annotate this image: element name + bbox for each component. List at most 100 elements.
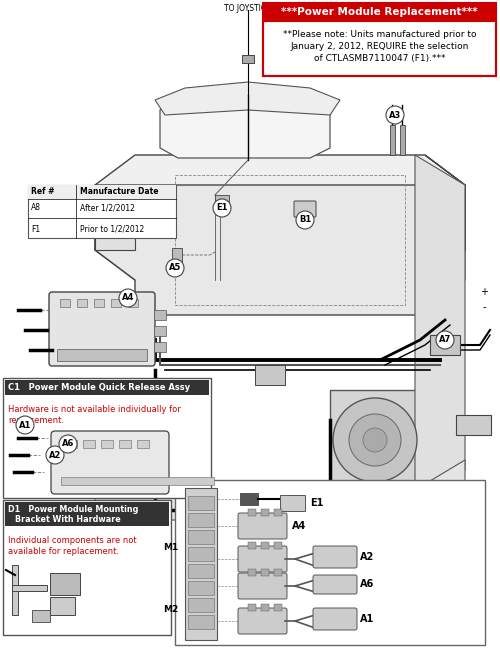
Bar [119, 440, 131, 448]
Text: -: - [482, 302, 486, 312]
Text: After 1/2/2012: After 1/2/2012 [80, 204, 135, 212]
Text: Hardware is not available individually for
replacement.: Hardware is not available individually f… [8, 405, 181, 426]
FancyBboxPatch shape [294, 201, 316, 217]
Bar [175, 175, 405, 305]
Polygon shape [415, 155, 465, 490]
Bar [61, 477, 214, 485]
Text: A2: A2 [49, 451, 61, 460]
Text: E1: E1 [216, 204, 228, 212]
Circle shape [166, 259, 184, 277]
Text: Individual components are not
available for replacement.: Individual components are not available … [8, 536, 136, 556]
Polygon shape [160, 95, 330, 158]
Bar [263, 3, 496, 21]
Text: M1: M1 [163, 543, 178, 552]
Circle shape [59, 435, 77, 453]
Bar [400, 125, 405, 155]
FancyBboxPatch shape [238, 608, 287, 634]
Bar [50, 597, 75, 615]
Polygon shape [155, 82, 340, 115]
Bar [188, 547, 214, 561]
Bar [50, 573, 80, 595]
Bar [57, 349, 147, 361]
FancyBboxPatch shape [49, 292, 155, 366]
Bar [248, 569, 256, 576]
Text: +: + [480, 287, 488, 297]
Bar [32, 610, 50, 622]
Circle shape [386, 106, 404, 124]
Text: A1: A1 [19, 421, 31, 430]
Text: A8: A8 [31, 204, 41, 212]
Bar [12, 565, 18, 615]
Bar [128, 299, 138, 307]
FancyBboxPatch shape [238, 573, 287, 599]
Text: Manufacture Date: Manufacture Date [80, 187, 158, 197]
Bar [111, 299, 121, 307]
Bar [261, 569, 269, 576]
Bar [188, 615, 214, 629]
Text: A5: A5 [169, 264, 181, 272]
Circle shape [349, 414, 401, 466]
Bar [5, 502, 169, 526]
Bar [261, 604, 269, 611]
Bar [185, 488, 217, 640]
Bar [172, 248, 182, 266]
Polygon shape [95, 460, 465, 520]
Circle shape [333, 398, 417, 482]
Bar [188, 496, 214, 510]
Bar [261, 542, 269, 549]
Bar [240, 493, 258, 505]
Polygon shape [95, 185, 465, 315]
Circle shape [46, 446, 64, 464]
Text: A6: A6 [360, 579, 374, 589]
Bar [188, 581, 214, 595]
Bar [154, 310, 166, 320]
Bar [242, 55, 254, 63]
FancyBboxPatch shape [51, 431, 169, 494]
Bar [188, 530, 214, 544]
Bar [3, 378, 211, 498]
Text: A6: A6 [62, 439, 74, 449]
Bar [263, 21, 496, 76]
Text: D1   Power Module Mounting: D1 Power Module Mounting [8, 505, 138, 513]
Bar [261, 509, 269, 516]
FancyBboxPatch shape [313, 575, 357, 594]
Bar [274, 604, 282, 611]
Polygon shape [95, 185, 135, 250]
Bar [430, 335, 460, 355]
Bar [154, 342, 166, 352]
Text: C1   Power Module Quick Release Assy: C1 Power Module Quick Release Assy [8, 383, 190, 392]
Polygon shape [95, 155, 465, 280]
Bar [330, 390, 450, 490]
Text: Prior to 1/2/2012: Prior to 1/2/2012 [80, 225, 144, 234]
FancyBboxPatch shape [238, 546, 287, 572]
Text: A4: A4 [292, 521, 306, 531]
Bar [65, 440, 77, 448]
Bar [215, 195, 229, 205]
Bar [255, 365, 285, 385]
Bar [28, 185, 176, 199]
FancyBboxPatch shape [313, 546, 357, 568]
Bar [175, 480, 485, 645]
Text: TO JOYSTICK: TO JOYSTICK [224, 4, 272, 13]
Bar [154, 326, 166, 336]
Bar [280, 495, 305, 511]
Bar [274, 542, 282, 549]
Circle shape [213, 199, 231, 217]
Text: ***Power Module Replacement***: ***Power Module Replacement*** [281, 7, 478, 17]
Text: Bracket With Hardware: Bracket With Hardware [15, 515, 121, 524]
Bar [274, 569, 282, 576]
Bar [248, 542, 256, 549]
Text: A4: A4 [122, 293, 134, 302]
Bar [137, 440, 149, 448]
Bar [263, 3, 496, 76]
Bar [274, 509, 282, 516]
Circle shape [16, 416, 34, 434]
Text: F1: F1 [31, 225, 40, 234]
Bar [188, 564, 214, 578]
Text: A2: A2 [360, 552, 374, 562]
Bar [248, 509, 256, 516]
Text: A1: A1 [360, 614, 374, 624]
Bar [390, 125, 395, 155]
Text: M2: M2 [163, 605, 178, 614]
Circle shape [296, 211, 314, 229]
